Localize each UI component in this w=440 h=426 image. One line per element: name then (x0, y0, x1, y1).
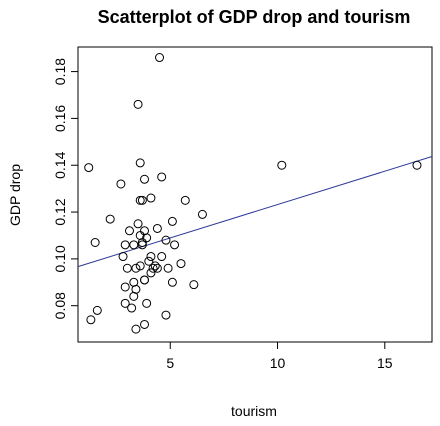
data-point (155, 53, 165, 63)
y-axis: 0.08 0.10 0.12 0.14 0.16 0.18 (52, 58, 78, 319)
data-point (176, 259, 186, 269)
data-point (197, 209, 207, 219)
data-point (152, 263, 162, 273)
data-point (146, 252, 156, 262)
data-point (84, 163, 94, 173)
y-tick-label: 0.18 (52, 58, 68, 85)
data-point (124, 226, 134, 236)
x-tick-label: 5 (166, 355, 174, 371)
data-point (152, 223, 162, 233)
data-point (146, 193, 156, 203)
data-point (86, 315, 96, 325)
x-axis: 5 10 15 (166, 342, 393, 371)
data-point (140, 174, 150, 184)
x-tick-label: 15 (377, 355, 393, 371)
data-point (129, 240, 139, 250)
data-point (127, 303, 137, 313)
data-point (140, 319, 150, 329)
data-point (135, 195, 145, 205)
data-point (170, 240, 180, 250)
data-point (277, 160, 287, 170)
data-point (90, 237, 100, 247)
data-point (144, 256, 154, 266)
x-axis-label: tourism (231, 403, 277, 419)
data-point (412, 160, 422, 170)
y-tick-label: 0.16 (52, 105, 68, 132)
data-point (137, 240, 147, 250)
data-point (140, 275, 150, 285)
data-point (122, 263, 132, 273)
chart-title: Scatterplot of GDP drop and tourism (98, 7, 411, 27)
data-point (167, 277, 177, 287)
data-point (133, 99, 143, 109)
y-tick-label: 0.08 (52, 292, 68, 319)
data-point (129, 291, 139, 301)
data-point (142, 298, 152, 308)
data-point (150, 261, 160, 271)
data-point (120, 298, 130, 308)
y-tick-label: 0.12 (52, 198, 68, 225)
y-axis-label: GDP drop (7, 164, 23, 226)
data-point (92, 305, 102, 315)
data-point (105, 214, 115, 224)
data-point (161, 235, 171, 245)
data-point (131, 324, 141, 334)
data-point (163, 263, 173, 273)
data-point (120, 240, 130, 250)
data-point (131, 263, 141, 273)
data-point (146, 268, 156, 278)
data-point (137, 195, 147, 205)
plot-frame (77, 46, 433, 343)
regression-line (77, 156, 433, 268)
data-point (135, 261, 145, 271)
data-point (180, 195, 190, 205)
data-point (189, 280, 199, 290)
y-tick-label: 0.10 (52, 245, 68, 272)
data-point (135, 158, 145, 168)
data-point (137, 237, 147, 247)
data-point (157, 252, 167, 262)
y-tick-label: 0.14 (52, 151, 68, 178)
fit-line-layer (77, 156, 433, 268)
data-point (116, 179, 126, 189)
x-tick-label: 10 (270, 355, 286, 371)
data-point (148, 263, 158, 273)
data-point (120, 282, 130, 292)
data-point (157, 172, 167, 182)
points-layer (84, 53, 422, 334)
data-point (133, 219, 143, 229)
data-point (118, 252, 128, 262)
data-point (161, 310, 171, 320)
data-point (167, 216, 177, 226)
